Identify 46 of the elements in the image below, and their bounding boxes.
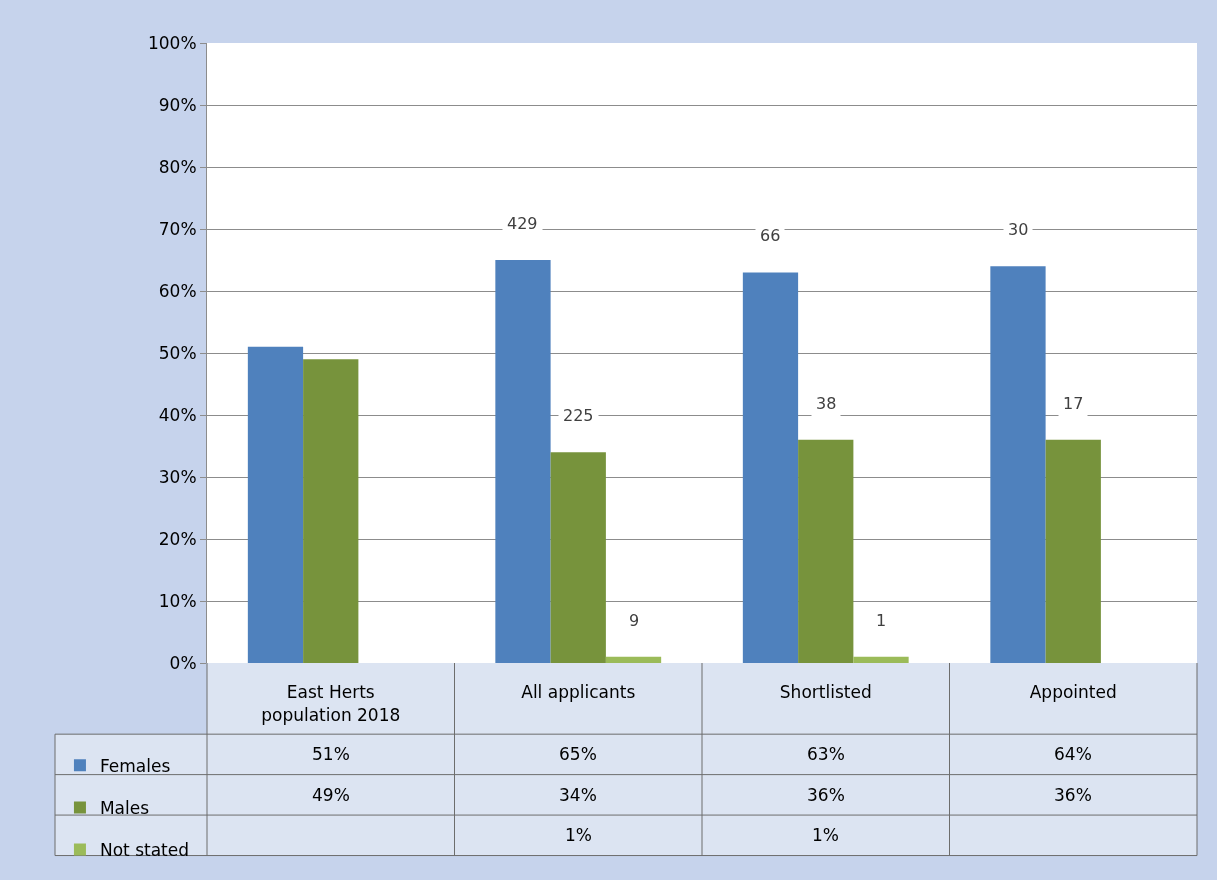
data-label: 49%	[312, 785, 350, 805]
y-tick-label: 50%	[158, 342, 197, 363]
bar	[303, 359, 359, 663]
annotation: 38	[816, 394, 837, 413]
data-label: 1%	[565, 825, 592, 845]
y-tick-label: 20%	[158, 528, 197, 549]
legend-label: Males	[99, 798, 150, 819]
data-label: 64%	[1054, 744, 1092, 764]
y-tick-label: 10%	[158, 590, 197, 611]
bar	[798, 439, 854, 663]
annotation: 225	[563, 406, 594, 425]
bar	[605, 656, 662, 663]
y-tick-label: 70%	[158, 218, 197, 239]
data-label: 65%	[559, 744, 597, 764]
bar	[495, 260, 551, 663]
bar	[990, 266, 1046, 663]
annotation: 429	[507, 214, 538, 233]
annotation: 9	[629, 611, 640, 630]
legend-label: Not stated	[99, 840, 189, 861]
bar	[550, 452, 606, 663]
legend-label: Females	[99, 755, 171, 776]
bar	[1045, 439, 1101, 663]
annotation: 17	[1063, 394, 1084, 413]
y-tick-label: 0%	[169, 652, 197, 673]
bar	[247, 346, 304, 663]
y-tick-label: 60%	[158, 280, 197, 301]
data-label: 34%	[559, 785, 597, 805]
bar	[742, 272, 799, 663]
data-label: 51%	[312, 744, 350, 764]
x-tick-label: All applicants	[521, 682, 636, 703]
annotation: 30	[1008, 220, 1029, 239]
bar	[853, 656, 909, 663]
annotation: 66	[760, 226, 781, 245]
data-label: 63%	[807, 744, 845, 764]
y-tick-label: 90%	[158, 94, 197, 115]
x-tick-label: Appointed	[1029, 682, 1117, 703]
y-tick-label: 100%	[147, 32, 197, 53]
y-tick-label: 40%	[158, 404, 197, 425]
data-label: 36%	[1054, 785, 1092, 805]
annotation: 1	[876, 611, 887, 630]
x-tick-label: East Herts population 2018	[261, 682, 401, 725]
y-tick-label: 30%	[158, 466, 197, 487]
data-label: 1%	[812, 825, 839, 845]
x-tick-label: Shortlisted	[779, 682, 872, 703]
y-tick-label: 80%	[158, 156, 197, 177]
data-label: 36%	[807, 785, 845, 805]
